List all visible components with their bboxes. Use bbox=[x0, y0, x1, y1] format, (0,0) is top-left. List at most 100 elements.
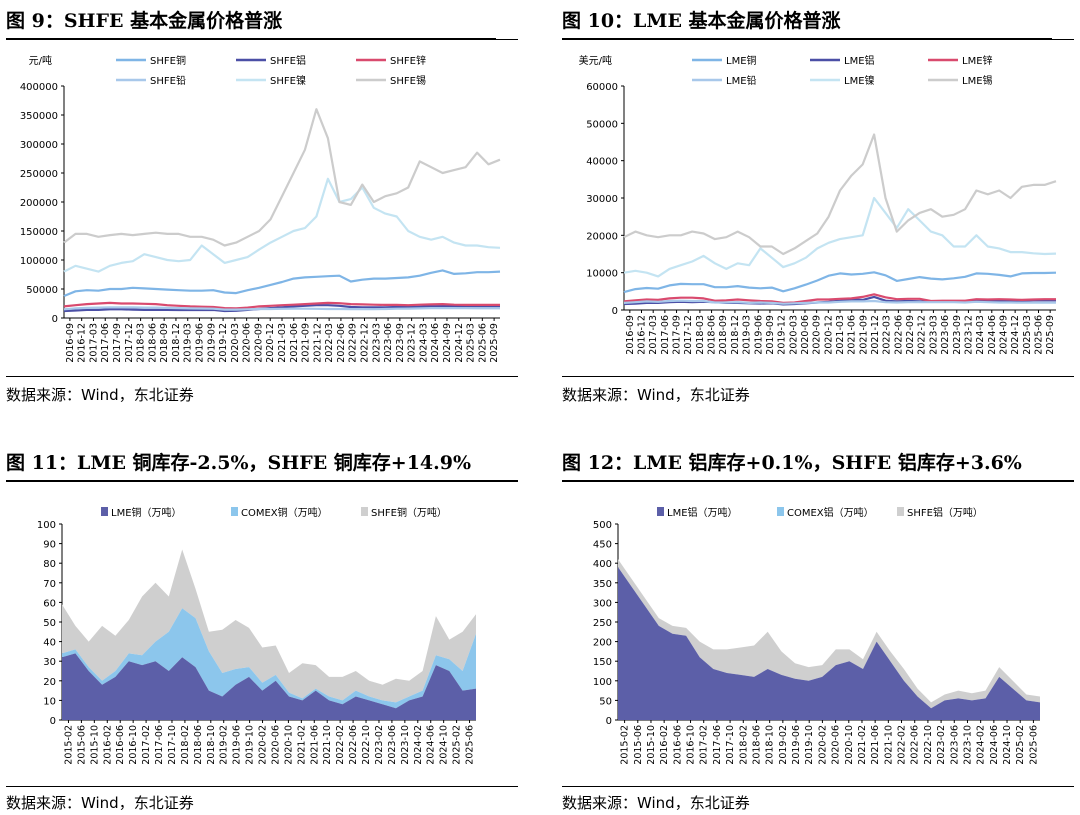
y-axis-unit-label: 美元/吨 bbox=[579, 54, 612, 67]
x-tick-label: 2020-12 bbox=[265, 323, 276, 363]
x-tick-label: 2015-10 bbox=[89, 725, 100, 765]
x-tick-label: 2023-03 bbox=[928, 315, 939, 355]
x-tick-label: 2016-06 bbox=[115, 725, 126, 765]
legend-label: LME铝（万吨） bbox=[667, 506, 738, 519]
legend-swatch bbox=[897, 507, 904, 516]
legend-label: LME铜（万吨） bbox=[111, 506, 182, 519]
legend-label: SHFE铜（万吨） bbox=[371, 506, 447, 519]
x-tick-label: 2021-09 bbox=[301, 323, 312, 363]
y-tick-label: 40 bbox=[43, 638, 56, 649]
y-tick-label: 150 bbox=[593, 657, 612, 668]
x-tick-label: 2016-12 bbox=[637, 315, 648, 355]
figure-10-chart: 美元/吨 LME铜 LME铝 LME锌 LME铅 LME镍 LME锡 0 10000 20000 3… bbox=[579, 54, 1057, 355]
x-tick-label: 2016-06 bbox=[672, 725, 683, 765]
x-tick-label: 2025-09 bbox=[1045, 315, 1056, 355]
y-tick-label: 20000 bbox=[586, 231, 618, 242]
figure-9-panel: 图 9：SHFE 基本金属价格普涨 元/吨 SHFE铜 SHFE铝 SHFE锌 SHFE… bbox=[6, 6, 526, 406]
x-tick-label: 2022-02 bbox=[897, 725, 908, 765]
bottom-rule bbox=[562, 786, 1074, 787]
x-tick-label: 2022-12 bbox=[917, 315, 928, 355]
x-tick-label: 2015-02 bbox=[620, 725, 631, 765]
series-line-LME铅 bbox=[623, 299, 1056, 305]
x-tick-label: 2019-03 bbox=[742, 315, 753, 355]
x-tick-label: 2022-03 bbox=[324, 323, 335, 363]
y-tick-label: 150000 bbox=[20, 227, 58, 238]
y-tick-label: 350 bbox=[593, 579, 612, 590]
figure-12-panel: 图 12：LME 铝库存+0.1%，SHFE 铝库存+3.6% LME铝（万吨）… bbox=[562, 448, 1080, 815]
x-tick-label: 2018-10 bbox=[765, 725, 776, 765]
y-tick-label: 450 bbox=[593, 540, 612, 551]
x-tick-label: 2021-12 bbox=[870, 315, 881, 355]
y-tick-label: 250 bbox=[593, 618, 612, 629]
x-tick-label: 2021-06 bbox=[289, 323, 300, 363]
x-tick-label: 2025-02 bbox=[1015, 725, 1026, 765]
x-tick-label: 2015-02 bbox=[63, 725, 74, 765]
series-area-LME铝（万吨） bbox=[618, 567, 1040, 720]
x-tick-label: 2020-02 bbox=[258, 725, 269, 765]
y-tick-label: 300000 bbox=[20, 140, 58, 151]
legend-label: LME锌 bbox=[962, 54, 993, 67]
x-tick-label: 2021-06 bbox=[870, 725, 881, 765]
x-tick-label: 2018-10 bbox=[206, 725, 217, 765]
figure-title: 图 10：LME 基本金属价格普涨 bbox=[562, 10, 841, 32]
x-tick-label: 2020-02 bbox=[817, 725, 828, 765]
x-tick-label: 2017-10 bbox=[167, 725, 178, 765]
source-note: 数据来源：Wind，东北证券 bbox=[6, 386, 194, 404]
x-tick-label: 2024-02 bbox=[976, 725, 987, 765]
x-tick-label: 2020-12 bbox=[823, 315, 834, 355]
x-tick-label: 2019-10 bbox=[804, 725, 815, 765]
x-tick-label: 2018-06 bbox=[707, 315, 718, 355]
x-tick-label: 2019-06 bbox=[791, 725, 802, 765]
x-tick-label: 2017-03 bbox=[648, 315, 659, 355]
y-tick-label: 100 bbox=[593, 677, 612, 688]
y-tick-label: 10000 bbox=[586, 269, 618, 280]
y-tick-label: 70 bbox=[43, 579, 56, 590]
series-area-SHFE铝（万吨） bbox=[618, 559, 1040, 709]
x-tick-label: 2018-12 bbox=[730, 315, 741, 355]
x-tick-label: 2021-12 bbox=[312, 323, 323, 363]
x-tick-label: 2016-02 bbox=[102, 725, 113, 765]
y-tick-label: 20 bbox=[43, 677, 56, 688]
x-tick-label: 2015-10 bbox=[646, 725, 657, 765]
x-tick-label: 2024-12 bbox=[454, 323, 465, 363]
legend-swatch bbox=[231, 507, 238, 516]
x-tick-label: 2021-06 bbox=[847, 315, 858, 355]
x-tick-label: 2021-03 bbox=[277, 323, 288, 363]
x-tick-label: 2022-06 bbox=[336, 323, 347, 363]
x-tick-label: 2018-06 bbox=[147, 323, 158, 363]
y-axis-unit-label: 元/吨 bbox=[29, 54, 52, 67]
x-tick-label: 2024-02 bbox=[413, 725, 424, 765]
title-rule bbox=[562, 480, 1074, 482]
title-rule bbox=[6, 480, 518, 482]
series-line-LME镍 bbox=[623, 196, 1057, 278]
x-tick-label: 2016-10 bbox=[128, 725, 139, 765]
y-tick-label: 500 bbox=[593, 520, 612, 531]
legend-label: SHFE铅 bbox=[150, 74, 186, 87]
x-tick-label: 2018-09 bbox=[159, 323, 170, 363]
x-tick-label: 2017-10 bbox=[725, 725, 736, 765]
legend-label: SHFE锌 bbox=[390, 54, 426, 67]
x-tick-label: 2016-02 bbox=[659, 725, 670, 765]
x-tick-label: 2022-06 bbox=[893, 315, 904, 355]
x-tick-label: 2022-12 bbox=[359, 323, 370, 363]
x-tick-label: 2020-06 bbox=[242, 323, 253, 363]
x-tick-label: 2018-03 bbox=[136, 323, 147, 363]
x-tick-label: 2025-03 bbox=[466, 323, 477, 363]
x-tick-label: 2024-10 bbox=[439, 725, 450, 765]
y-tick-label: 0 bbox=[50, 716, 56, 727]
title-rule bbox=[6, 38, 496, 40]
x-tick-label: 2019-06 bbox=[232, 725, 243, 765]
x-tick-label: 2025-06 bbox=[1028, 725, 1039, 765]
series-line-SHFE铜 bbox=[63, 269, 501, 298]
y-tick-label: 50000 bbox=[586, 119, 618, 130]
series-area-COMEX铜（万吨） bbox=[62, 608, 476, 709]
x-tick-label: 2023-02 bbox=[374, 725, 385, 765]
x-tick-label: 2024-06 bbox=[989, 725, 1000, 765]
x-tick-label: 2023-09 bbox=[952, 315, 963, 355]
y-tick-label: 90 bbox=[43, 540, 56, 551]
y-tick-label: 40000 bbox=[586, 157, 618, 168]
series-line-LME铜 bbox=[623, 271, 1057, 294]
x-tick-label: 2023-06 bbox=[949, 725, 960, 765]
x-tick-label: 2017-02 bbox=[141, 725, 152, 765]
title-rule-extension bbox=[496, 39, 518, 40]
